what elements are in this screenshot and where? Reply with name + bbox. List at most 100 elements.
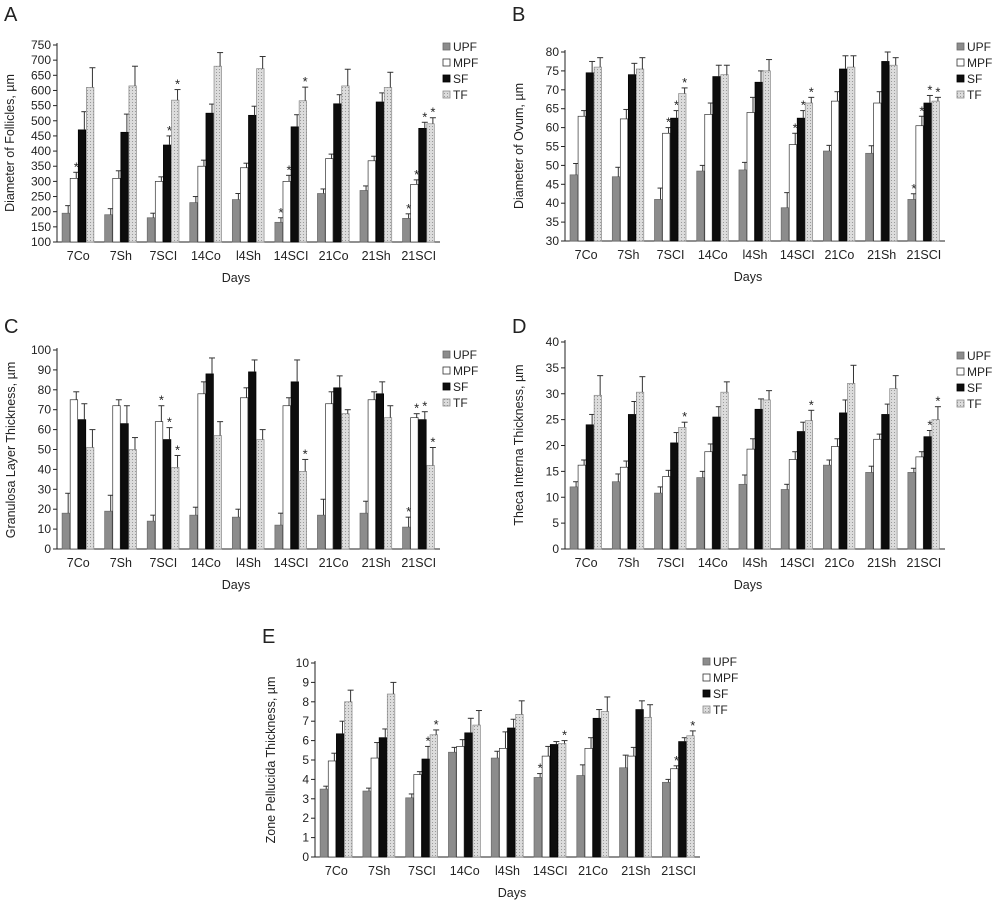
bar-tf	[344, 701, 353, 858]
x-category-label: l4Sh	[742, 556, 767, 570]
bar-tf	[426, 123, 435, 243]
bar-mpf	[915, 125, 924, 242]
bar-tf	[213, 435, 222, 550]
legend-swatch-upf	[442, 350, 451, 359]
x-category-label: 7Co	[67, 556, 90, 570]
y-tick-label: 550	[31, 99, 51, 113]
bar-upf	[189, 514, 198, 550]
bar-mpf	[499, 748, 508, 858]
bar-upf	[907, 199, 916, 242]
bar-upf	[231, 199, 241, 243]
x-category-label: 14SCI	[780, 248, 815, 262]
bar-mpf	[112, 178, 121, 243]
bar-sf	[839, 412, 848, 550]
x-category-label: 21Sh	[362, 249, 391, 263]
x-category-label: 21Sh	[362, 556, 391, 570]
x-category-label: 7Co	[325, 864, 348, 878]
x-category-label: 21SCI	[907, 556, 942, 570]
x-category-label: 14Co	[191, 249, 221, 263]
bar-upf	[104, 510, 113, 550]
legend-swatch-mpf	[442, 58, 451, 67]
bar-mpf	[240, 167, 249, 243]
legend: UPF MPF SF TF	[956, 349, 992, 411]
bar-upf	[696, 170, 705, 242]
legend-label-mpf: MPF	[453, 56, 478, 70]
bar-upf	[359, 512, 368, 550]
significance-marker: *	[682, 75, 687, 90]
bar-tf	[804, 102, 814, 242]
bar-mpf	[746, 448, 755, 550]
bar-sf	[549, 744, 559, 858]
bar-mpf	[788, 459, 797, 550]
y-axis-title: Diameter of Follicles, µm	[3, 74, 17, 212]
y-axis-title: Theca Interna Thickness, µm	[512, 364, 526, 525]
x-axis-title: Days	[222, 271, 250, 285]
y-tick-label: 750	[31, 38, 51, 52]
bar-mpf	[619, 466, 629, 550]
y-tick-label: 75	[546, 64, 560, 78]
bar-upf	[61, 512, 70, 550]
y-tick-label: 500	[31, 114, 51, 128]
bar-upf	[533, 777, 542, 858]
legend-label-upf: UPF	[453, 348, 477, 362]
y-tick-label: 100	[31, 343, 51, 357]
y-tick-label: 7	[302, 714, 309, 728]
bar-mpf	[831, 446, 840, 550]
y-tick-label: 15	[546, 464, 560, 478]
bar-sf	[796, 431, 805, 550]
bar-sf	[248, 371, 257, 550]
bar-mpf	[662, 132, 671, 242]
bar-mpf	[154, 181, 164, 243]
bar-mpf	[577, 464, 586, 550]
bar-upf	[274, 221, 283, 243]
x-category-label: 21SCI	[661, 864, 696, 878]
x-category-label: 14SCI	[780, 556, 815, 570]
bar-tf	[515, 714, 524, 858]
bar-tf	[762, 70, 771, 242]
bar-sf	[163, 439, 172, 550]
bar-tf	[593, 394, 602, 550]
significance-marker: *	[303, 446, 308, 461]
bar-sf	[418, 127, 427, 243]
bar-mpf	[112, 405, 121, 550]
significance-marker: *	[682, 409, 687, 424]
significance-marker: *	[175, 77, 180, 92]
legend-swatch-tf	[956, 90, 965, 99]
bar-tf	[341, 413, 350, 550]
bar-tf	[86, 447, 95, 550]
x-category-label: 7Sh	[617, 556, 639, 570]
bar-upf	[780, 207, 789, 242]
bar-upf	[402, 526, 411, 550]
significance-marker: *	[430, 105, 435, 120]
bar-sf	[670, 442, 679, 550]
y-tick-label: 3	[302, 792, 309, 806]
y-axis-title: Zone Pellucida Thickness, µm	[264, 677, 278, 844]
legend-label-upf: UPF	[453, 40, 477, 54]
y-tick-label: 650	[31, 68, 51, 82]
significance-marker: *	[287, 162, 292, 177]
significance-marker: *	[430, 435, 435, 450]
x-axis-title: Days	[734, 578, 762, 592]
panel-letter: C	[4, 316, 18, 338]
y-tick-label: 25	[546, 413, 560, 427]
x-category-label: 21SCI	[401, 556, 436, 570]
y-tick-label: 9	[302, 675, 309, 689]
bar-upf	[317, 193, 326, 243]
bar-tf	[643, 716, 652, 858]
bar-mpf	[873, 438, 882, 550]
bar-tf	[889, 64, 898, 242]
bar-sf	[923, 436, 932, 550]
bar-mpf	[619, 118, 629, 242]
bar-sf	[333, 103, 342, 243]
bar-tf	[636, 68, 645, 242]
bar-sf	[712, 76, 721, 242]
x-category-label: 21SCI	[401, 249, 436, 263]
bar-tf	[171, 99, 180, 243]
y-tick-label: 90	[38, 363, 52, 377]
bar-tf	[383, 87, 393, 243]
legend: UPF MPF SF TF	[442, 348, 478, 410]
y-axis-title: Diameter of Ovum, µm	[512, 83, 526, 209]
bar-sf	[77, 129, 87, 243]
bar-sf	[507, 727, 516, 858]
